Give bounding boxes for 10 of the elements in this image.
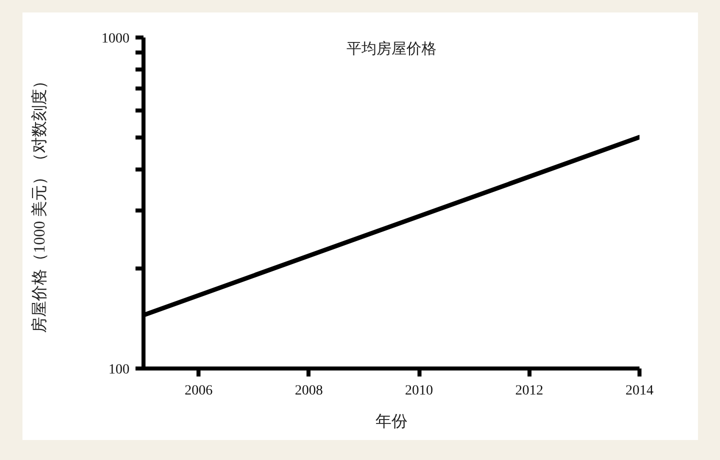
- y-tick-label: 100: [108, 362, 130, 378]
- y-tick-label: 1000: [102, 32, 130, 46]
- x-tick-label: 2014: [626, 384, 654, 398]
- x-tick-label: 2008: [294, 384, 323, 398]
- x-tick-label: 2006: [184, 384, 213, 398]
- y-axis-title: 房屋价格（1000 美元）（对数刻度）: [30, 73, 48, 333]
- x-tick-label: 2010: [405, 384, 434, 398]
- x-tick-label: 2012: [515, 384, 544, 398]
- x-axis-title: 年份: [376, 414, 408, 430]
- chart-title: 平均房屋价格: [346, 40, 436, 58]
